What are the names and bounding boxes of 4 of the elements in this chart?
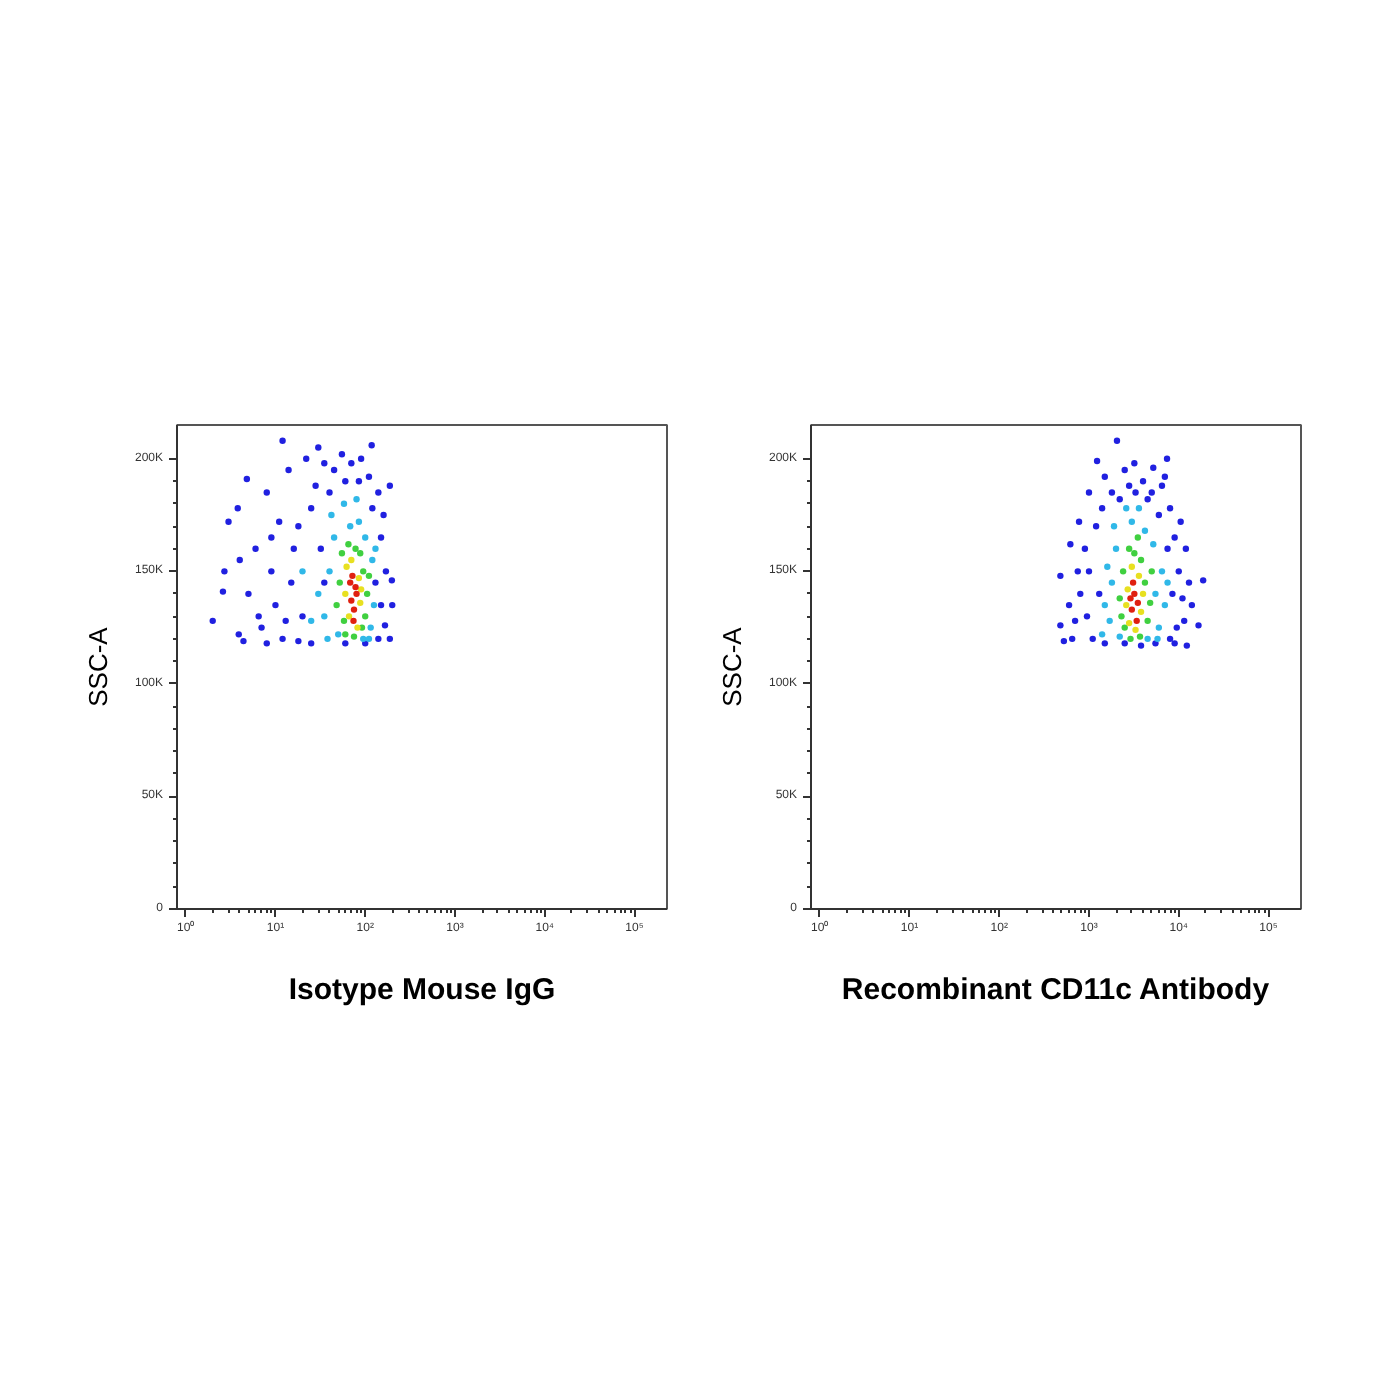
y-axis-title: SSC-A xyxy=(716,626,747,707)
y-axis-title: SSC-A xyxy=(82,626,113,707)
x-axis-title: Recombinant CD11c Antibody xyxy=(841,973,1271,1007)
x-axis-title: Isotype Mouse IgG xyxy=(288,973,556,1007)
